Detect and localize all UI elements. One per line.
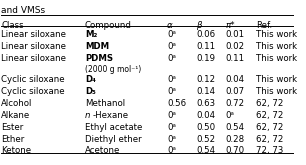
Text: 0.72: 0.72 [226,99,244,108]
Text: 62, 72: 62, 72 [256,135,284,144]
Text: 0.11: 0.11 [226,53,244,63]
Text: MDM: MDM [85,42,109,51]
Text: 0ᵃ: 0ᵃ [167,75,176,84]
Text: n: n [85,111,90,120]
Text: This work: This work [256,30,297,39]
Text: 0.01: 0.01 [226,30,244,39]
Text: 62, 72: 62, 72 [256,111,284,120]
Text: 0.54: 0.54 [196,147,215,155]
Text: 0ᵃ: 0ᵃ [167,135,176,144]
Text: Alcohol: Alcohol [2,99,33,108]
Text: and VMSs: and VMSs [2,6,46,15]
Text: α: α [167,21,173,30]
Text: 0ᵃ: 0ᵃ [167,123,176,132]
Text: PDMS: PDMS [85,53,113,63]
Text: 0.06: 0.06 [196,30,215,39]
Text: Alkane: Alkane [2,111,31,120]
Text: 0.12: 0.12 [196,75,215,84]
Text: 0.19: 0.19 [196,53,215,63]
Text: Diethyl ether: Diethyl ether [85,135,141,144]
Text: D₄: D₄ [85,75,96,84]
Text: 0.11: 0.11 [196,42,215,51]
Text: This work: This work [256,53,297,63]
Text: Ether: Ether [2,135,25,144]
Text: π*: π* [226,21,235,30]
Text: Ester: Ester [2,123,24,132]
Text: 0.04: 0.04 [226,75,244,84]
Text: Acetone: Acetone [85,147,120,155]
Text: 0.50: 0.50 [196,123,215,132]
Text: Ref.: Ref. [256,21,272,30]
Text: 0.02: 0.02 [226,42,244,51]
Text: 0.14: 0.14 [196,87,215,96]
Text: 0.70: 0.70 [226,147,244,155]
Text: 0.54: 0.54 [226,123,244,132]
Text: 0.28: 0.28 [226,135,244,144]
Text: This work: This work [256,42,297,51]
Text: (2000 g mol⁻¹): (2000 g mol⁻¹) [85,65,141,74]
Text: Linear siloxane: Linear siloxane [2,53,66,63]
Text: This work: This work [256,87,297,96]
Text: Ethyl acetate: Ethyl acetate [85,123,142,132]
Text: Class: Class [2,21,24,30]
Text: Linear siloxane: Linear siloxane [2,42,66,51]
Text: -Hexane: -Hexane [93,111,129,120]
Text: 0ᵃ: 0ᵃ [167,87,176,96]
Text: 0ᵃ: 0ᵃ [226,111,234,120]
Text: Ketone: Ketone [2,147,32,155]
Text: 0ᵃ: 0ᵃ [167,53,176,63]
Text: 0ᵃ: 0ᵃ [167,30,176,39]
Text: 62, 72: 62, 72 [256,99,284,108]
Text: 62, 72: 62, 72 [256,123,284,132]
Text: M₂: M₂ [85,30,97,39]
Text: Cyclic siloxane: Cyclic siloxane [2,75,65,84]
Text: 0ᵃ: 0ᵃ [167,147,176,155]
Text: 0.07: 0.07 [226,87,244,96]
Text: Cyclic siloxane: Cyclic siloxane [2,87,65,96]
Text: 72, 73: 72, 73 [256,147,284,155]
Text: 0.04: 0.04 [196,111,215,120]
Text: Methanol: Methanol [85,99,125,108]
Text: Compound: Compound [85,21,132,30]
Text: 0ᵃ: 0ᵃ [167,111,176,120]
Text: 0.63: 0.63 [196,99,215,108]
Text: 0ᵃ: 0ᵃ [167,42,176,51]
Text: This work: This work [256,75,297,84]
Text: 0.52: 0.52 [196,135,215,144]
Text: 0.56: 0.56 [167,99,186,108]
Text: D₅: D₅ [85,87,96,96]
Text: Linear siloxane: Linear siloxane [2,30,66,39]
Text: β: β [196,21,202,30]
